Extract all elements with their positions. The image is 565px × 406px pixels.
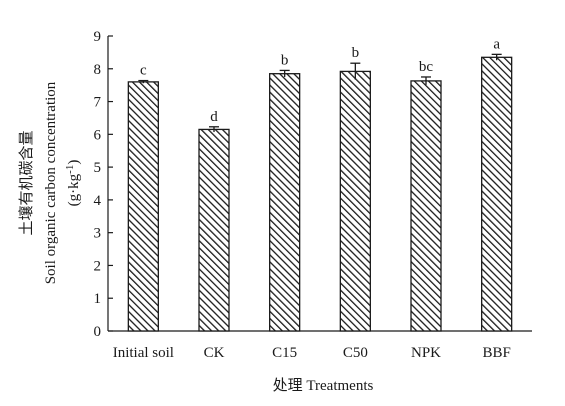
significance-label-2: b <box>281 52 289 68</box>
y-tick-label-3: 3 <box>94 226 102 242</box>
x-tick-label-4: NPK <box>411 345 441 361</box>
significance-label-0: c <box>140 63 147 79</box>
y-axis-title-cn: 土壤有机碳含量 <box>17 130 35 235</box>
bar-5 <box>481 56 513 332</box>
y-tick-label-9: 9 <box>94 29 102 45</box>
y-tick-label-6: 6 <box>94 127 102 143</box>
bar-1 <box>198 128 230 332</box>
y-tick-label-8: 8 <box>94 62 102 78</box>
significance-label-1: d <box>210 109 218 125</box>
y-tick-label-0: 0 <box>94 324 102 340</box>
plot-area: 0 1 2 3 4 5 6 7 8 9 c Initial soil d CK b C15 b C50 bc NPK a… <box>94 29 532 361</box>
y-tick-label-4: 4 <box>94 193 102 209</box>
bar-0 <box>127 81 159 332</box>
y-tick-label-5: 5 <box>94 160 102 176</box>
x-axis-title: 处理 Treatments <box>273 377 374 394</box>
significance-label-3: b <box>352 45 360 61</box>
x-tick-label-2: C15 <box>272 345 297 361</box>
x-tick-label-3: C50 <box>343 345 368 361</box>
x-tick-label-1: CK <box>204 345 225 361</box>
bar-4 <box>410 80 442 332</box>
y-axis-title-en: Soil organic carbon concentration <box>43 81 59 284</box>
significance-label-4: bc <box>419 59 434 75</box>
y-axis-title-unit: (g·kg-1) <box>64 160 82 207</box>
y-axis-unit-base: (g·kg <box>66 173 82 206</box>
y-axis-title: 土壤有机碳含量 Soil organic carbon concentratio… <box>17 81 82 284</box>
y-axis-unit-sup: -1 <box>64 165 76 174</box>
y-axis-unit-end: ) <box>66 160 82 165</box>
y-tick-label-2: 2 <box>94 258 102 274</box>
x-tick-label-5: BBF <box>482 345 510 361</box>
x-tick-label-0: Initial soil <box>113 345 174 361</box>
bar-2 <box>269 73 301 332</box>
y-tick-label-1: 1 <box>94 291 102 307</box>
significance-label-5: a <box>493 36 500 52</box>
y-tick-label-7: 7 <box>94 95 102 111</box>
bar-3 <box>339 70 371 332</box>
